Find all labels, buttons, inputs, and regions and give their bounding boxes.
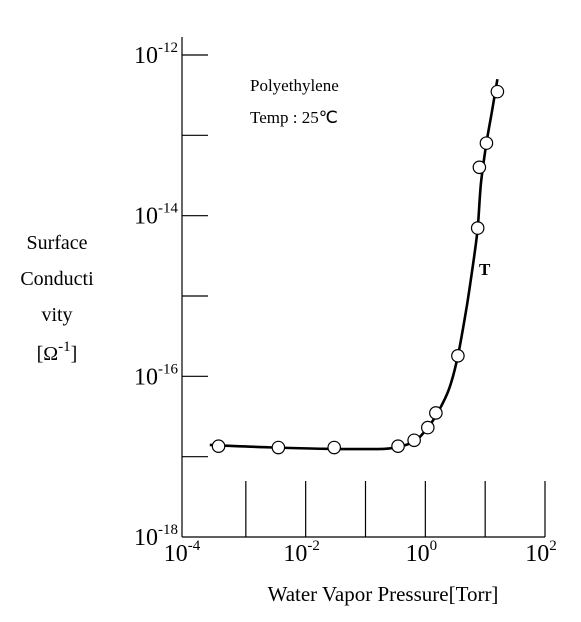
data-point: [327, 440, 342, 455]
y-axis-unit-exponent: -1: [58, 339, 71, 355]
data-points: [211, 84, 505, 455]
y-axis-unit-close: ]: [71, 343, 78, 365]
y-axis-label-line-1: Surface: [26, 232, 87, 254]
x-tick-label: 100: [406, 538, 438, 567]
data-point: [271, 440, 286, 455]
x-axis-label: Water Vapor Pressure[Torr]: [268, 582, 499, 606]
data-point: [472, 160, 487, 175]
y-tick-label: 10-16: [134, 361, 178, 390]
axes: [181, 37, 545, 538]
data-point: [391, 439, 405, 453]
data-point: [479, 136, 494, 150]
data-point: [451, 349, 465, 363]
curve-label: T: [479, 260, 491, 279]
x-tick-label: 102: [525, 538, 557, 567]
temperature-annotation: Temp : 25℃: [250, 108, 338, 127]
x-tick-label: 10-4: [164, 538, 201, 567]
y-axis-label-line-3: vity: [41, 304, 72, 326]
material-annotation: Polyethylene: [250, 76, 339, 95]
series: [209, 78, 499, 451]
data-point: [490, 84, 505, 99]
y-axis-unit: [Ω-1]: [37, 339, 78, 365]
y-tick-label: 10-12: [134, 40, 178, 69]
y-axis-label-line-2: Conducti: [20, 268, 94, 290]
y-axis-unit-base: [Ω: [37, 343, 59, 365]
ticks: [182, 54, 546, 537]
y-tick-label: 10-14: [134, 201, 178, 230]
data-point: [470, 221, 485, 235]
data-point: [407, 433, 421, 448]
series-line: [209, 78, 499, 451]
data-point: [421, 420, 435, 435]
data-point: [211, 439, 226, 453]
x-tick-label: 10-2: [283, 538, 320, 567]
y-tick-label: 10-18: [134, 522, 178, 551]
data-point: [429, 406, 443, 420]
